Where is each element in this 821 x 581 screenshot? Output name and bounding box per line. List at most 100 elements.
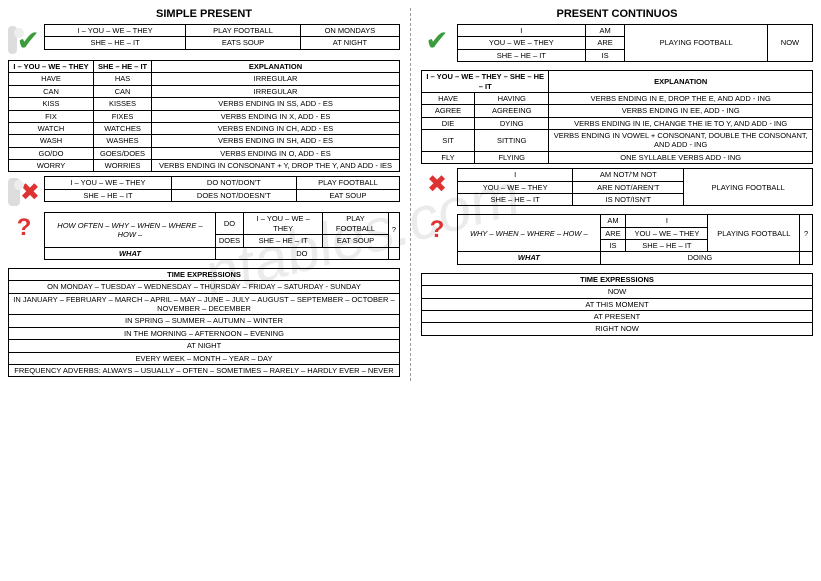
cell: PLAYING FOOTBALL [625,25,767,62]
cell: DYING [475,117,549,129]
cell: AGREEING [475,105,549,117]
cell: GOES/DOES [94,147,152,159]
cell: PLAYING FOOTBALL [708,215,800,252]
cell: SHE – HE – IT [45,189,172,201]
question-icon: ? [8,212,40,244]
sp-rules-table: I – YOU – WE – THEYSHE – HE – ITEXPLANAT… [8,60,400,172]
cell: HAVE [422,92,475,104]
cell: WATCHES [94,122,152,134]
header: EXPLANATION [152,61,400,73]
header: EXPLANATION [549,71,813,93]
cell: AT THIS MOMENT [422,298,813,310]
question-icon: ? [421,214,453,246]
cell: DO [215,213,243,235]
cell: HAS [94,73,152,85]
pc-question-table: WHY – WHEN – WHERE – HOW –AMIPLAYING FOO… [457,214,813,265]
cross-icon: ✖ [421,168,453,200]
cell: DO [215,247,388,259]
header: TIME EXPRESSIONS [422,273,813,285]
cell: EAT SOUP [296,189,399,201]
header: SHE – HE – IT [94,61,152,73]
pc-title: PRESENT CONTINUOS [421,8,813,20]
check-icon: ✔ [8,24,40,56]
pc-time-table: TIME EXPRESSIONS NOWAT THIS MOMENTAT PRE… [421,273,813,336]
pc-neg-table: IAM NOT/'M NOTPLAYING FOOTBALL YOU – WE … [457,168,813,206]
cell: ON MONDAYS [300,25,399,37]
sp-neg-table: I – YOU – WE – THEYDO NOT/DON'TPLAY FOOT… [44,176,400,202]
cell: IS [600,240,626,252]
cell: AM [600,215,626,227]
cell: WATCH [9,122,94,134]
cell: VERBS ENDING IN IE, CHANGE THE IE TO Y, … [549,117,813,129]
cell: AGREE [422,105,475,117]
cell: WHAT [458,252,601,264]
cell: VERBS ENDING IN CH, ADD - ES [152,122,400,134]
divider [410,8,411,381]
cell: YOU – WE – THEY [458,181,573,193]
simple-present-column: SIMPLE PRESENT ✔ I – YOU – WE – THEYPLAY… [8,8,400,381]
cell: ? [800,215,813,252]
sp-title: SIMPLE PRESENT [8,8,400,20]
cell: SHE – HE – IT [45,37,186,49]
cell: DOING [600,252,800,264]
cell: WHAT [45,247,216,259]
cell: WORRIES [94,160,152,172]
cross-icon: ✖ [8,176,40,208]
cell: VERBS ENDING IN SS, ADD - ES [152,98,400,110]
present-continuous-column: PRESENT CONTINUOS ✔ IAMPLAYING FOOTBALLN… [421,8,813,381]
cell: DOES NOT/DOESN'T [171,189,296,201]
cell: SHE – HE – IT [244,235,323,247]
cell: VERBS ENDING IN CONSONANT + Y, DROP THE … [152,160,400,172]
cell: IS [585,49,625,61]
cell: IS NOT/ISN'T [573,193,684,205]
cell: IRREGULAR [152,85,400,97]
cell: AT NIGHT [9,340,400,352]
sp-question-table: HOW OFTEN – WHY – WHEN – WHERE – HOW –DO… [44,212,400,260]
cell: SHE – HE – IT [458,49,586,61]
cell: WASHES [94,135,152,147]
cell: HAVING [475,92,549,104]
cell: YOU – WE – THEY [626,227,708,239]
cell: DOES [215,235,243,247]
check-icon: ✔ [421,24,453,56]
cell: AM [585,25,625,37]
cell: KISS [9,98,94,110]
cell: DO NOT/DON'T [171,177,296,189]
cell: SITTING [475,130,549,152]
cell: I [626,215,708,227]
cell: ARE NOT/AREN'T [573,181,684,193]
cell: FLY [422,151,475,163]
header: I – YOU – WE – THEY – SHE – HE – IT [422,71,549,93]
cell: IN JANUARY – FEBRUARY – MARCH – APRIL – … [9,293,400,315]
cell: PLAY FOOTBALL [186,25,301,37]
cell: VERBS ENDING IN X, ADD - ES [152,110,400,122]
pc-rules-table: I – YOU – WE – THEY – SHE – HE – ITEXPLA… [421,70,813,164]
cell: EAT SOUP [323,235,389,247]
cell: I – YOU – WE – THEY [45,25,186,37]
cell: CAN [9,85,94,97]
cell: DIE [422,117,475,129]
cell: FIXES [94,110,152,122]
sp-affirm-table: I – YOU – WE – THEYPLAY FOOTBALLON MONDA… [44,24,400,50]
cell: WASH [9,135,94,147]
cell: WORRY [9,160,94,172]
cell: HAVE [9,73,94,85]
cell: I – YOU – WE – THEY [45,177,172,189]
cell: EVERY WEEK – MONTH – YEAR – DAY [9,352,400,364]
cell: VERBS ENDING IN EE, ADD - ING [549,105,813,117]
cell: VERBS ENDING IN VOWEL + CONSONANT, DOUBL… [549,130,813,152]
cell: FIX [9,110,94,122]
header: I – YOU – WE – THEY [9,61,94,73]
cell: IRREGULAR [152,73,400,85]
cell: WHY – WHEN – WHERE – HOW – [458,215,601,252]
sp-time-table: TIME EXPRESSIONS ON MONDAY – TUESDAY – W… [8,268,400,377]
cell: I [458,25,586,37]
cell: SIT [422,130,475,152]
header: TIME EXPRESSIONS [9,268,400,280]
cell: VERBS ENDING IN E, DROP THE E, AND ADD -… [549,92,813,104]
cell: ARE [600,227,626,239]
cell: ARE [585,37,625,49]
cell: VERBS ENDING IN SH, ADD - ES [152,135,400,147]
cell: KISSES [94,98,152,110]
cell: ON MONDAY – TUESDAY – WEDNESDAY – THURSD… [9,281,400,293]
